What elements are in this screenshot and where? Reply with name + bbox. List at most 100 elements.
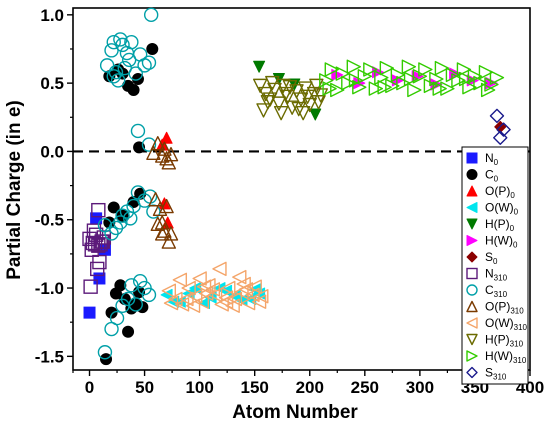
data-point [489,70,505,85]
y-tick-label: -1.5 [35,347,64,366]
data-point [107,201,120,214]
x-axis-title: Atom Number [232,402,358,423]
data-point [141,137,157,152]
data-point [440,81,455,96]
data-point [127,83,140,96]
data-point [163,146,179,162]
data-point [403,71,419,87]
data-point [194,294,210,309]
data-point [146,42,159,55]
data-point [152,201,168,217]
data-point [179,291,194,307]
series-op-310 [146,136,179,249]
data-point [462,80,477,95]
data-point [313,88,328,103]
data-point [207,287,223,303]
data-point [295,105,311,121]
data-point [473,75,488,91]
legend-marker [466,218,478,230]
data-point [161,155,177,170]
data-point [160,288,173,301]
data-point [300,89,315,104]
data-point [379,60,395,76]
data-point [330,82,345,98]
data-point [115,37,130,53]
legend-label: C310 [485,283,508,299]
legend-marker [466,202,478,213]
legend-box [461,146,529,385]
data-point [429,71,444,87]
data-point [273,105,289,121]
data-point [110,73,126,88]
data-point [196,279,212,294]
data-point [137,58,152,73]
data-point [205,282,221,297]
x-tick-label: 150 [241,378,269,397]
data-point [91,238,106,253]
data-point [363,62,378,77]
data-point [93,272,106,285]
data-point [113,215,128,230]
data-point [432,81,447,96]
data-point [143,7,159,23]
legend-label: O(P)310 [485,300,524,316]
data-point [115,208,130,223]
data-point [324,62,339,77]
data-point [168,291,183,307]
y-axis-title: Partial Charge (in e) [4,100,25,280]
x-tick-label: 50 [135,378,154,397]
data-point [357,69,373,84]
data-point [496,122,511,137]
data-points [82,7,511,366]
y-tick-label: 0.5 [40,74,64,93]
legend-label: S0 [485,250,498,266]
legend-label: H(P)310 [485,333,524,349]
data-point [377,80,392,95]
data-point [451,73,466,88]
y-tick-label: 1.0 [40,6,64,25]
data-point [253,60,266,73]
x-tick-label: 300 [406,378,434,397]
series-c-310 [97,7,161,360]
data-point [221,280,236,296]
data-point [146,145,161,161]
x-tick-label: 100 [185,378,213,397]
legend-label: C0 [485,168,499,184]
data-point [434,60,450,76]
data-point [150,216,165,232]
data-point [185,298,201,313]
data-point [368,81,384,96]
data-point [163,295,179,311]
legend-marker [466,152,478,164]
data-point [106,34,121,50]
data-point [341,75,356,91]
data-point [478,65,494,80]
data-point [160,131,173,144]
data-point [141,55,157,70]
data-point [172,272,188,288]
data-point [188,289,203,304]
legend-marker [466,185,478,197]
legend-marker [466,333,478,346]
data-point [418,62,433,77]
data-point [114,279,127,292]
data-point [109,310,125,326]
legend-marker [466,350,478,362]
series-ow-310 [161,261,269,313]
y-tick-label: -1.0 [35,279,64,298]
data-point [256,103,271,118]
data-point [489,108,505,124]
data-point [154,226,170,241]
data-point [456,62,472,77]
data-point [253,78,268,94]
series-n-310 [82,202,112,294]
legend-marker [466,366,478,379]
data-point [346,59,362,74]
series-hw-310 [319,59,505,98]
legend-marker [466,284,478,296]
data-point [161,283,177,298]
data-point [348,73,364,88]
data-point [291,101,306,117]
data-point [245,287,260,303]
data-point [278,86,293,102]
